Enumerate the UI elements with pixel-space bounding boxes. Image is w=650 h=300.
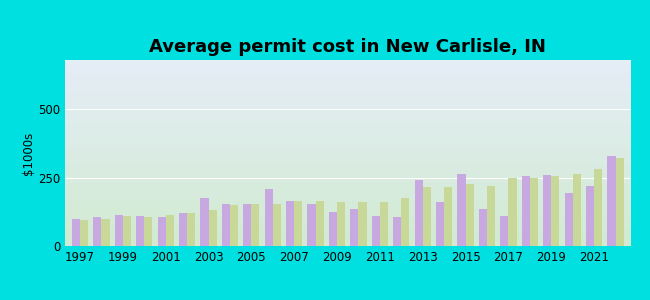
Title: Average permit cost in New Carlisle, IN: Average permit cost in New Carlisle, IN [150,38,546,56]
Bar [114,214,123,246]
Bar [458,173,465,246]
Bar [209,210,216,246]
Bar [616,158,623,246]
Bar [337,202,345,246]
Bar [422,187,431,246]
Bar [564,193,573,246]
Bar [508,178,517,246]
Bar [294,201,302,246]
Bar [187,213,195,246]
Bar [72,219,80,246]
Bar [586,186,594,246]
Y-axis label: $1000s: $1000s [22,131,35,175]
Bar [179,213,187,246]
Bar [607,156,616,246]
Bar [436,202,444,246]
Bar [286,201,294,246]
Bar [380,202,388,246]
Bar [80,220,88,246]
Bar [273,204,281,246]
Bar [307,204,316,246]
Bar [573,173,581,246]
Bar [444,187,452,246]
Bar [350,209,358,246]
Bar [166,214,174,246]
Bar [252,204,259,246]
Bar [522,176,530,246]
Bar [94,217,101,246]
Bar [200,198,209,246]
Bar [393,217,401,246]
Bar [465,184,474,246]
Bar [243,204,252,246]
Bar [222,204,230,246]
Bar [401,198,410,246]
Bar [479,209,487,246]
Bar [415,180,422,246]
Bar [136,216,144,246]
Bar [500,216,508,246]
Bar [157,217,166,246]
Bar [265,189,273,246]
Bar [329,212,337,246]
Bar [358,202,367,246]
Bar [123,216,131,246]
Bar [316,201,324,246]
Bar [144,217,152,246]
Bar [530,178,538,246]
Bar [543,175,551,246]
Bar [551,176,560,246]
Bar [487,186,495,246]
Bar [372,216,380,246]
Bar [230,205,238,246]
Bar [101,219,110,246]
Bar [594,169,602,246]
